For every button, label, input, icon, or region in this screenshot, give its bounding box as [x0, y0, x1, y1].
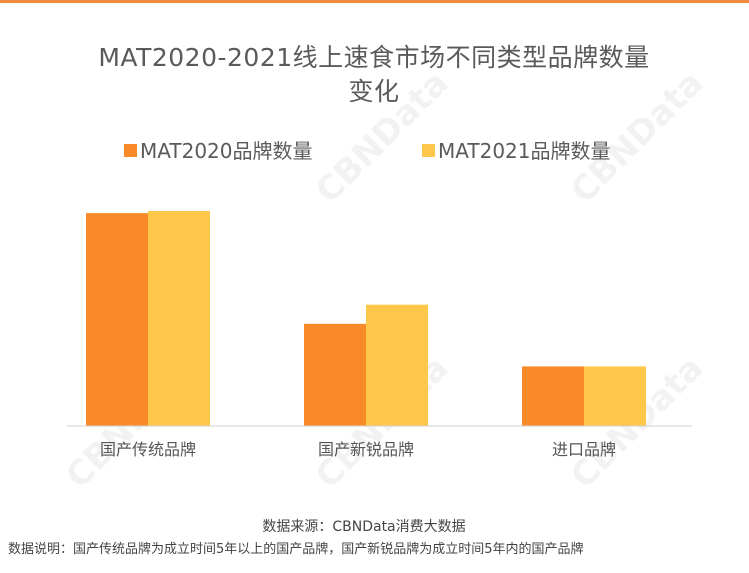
category-label-imported: 进口品牌 [552, 440, 616, 459]
legend-label-mat2020: MAT2020品牌数量 [140, 139, 313, 163]
category-label-emerging: 国产新锐品牌 [318, 440, 414, 459]
bars-group [86, 211, 646, 426]
top-accent-bar [0, 0, 749, 3]
chart-title-line-2: 变化 [348, 77, 399, 106]
legend-swatch-mat2021 [422, 144, 435, 157]
legend-swatch-mat2020 [124, 144, 137, 157]
bar-mat2021-0 [148, 211, 210, 426]
data-description-note: 数据说明：国产传统品牌为成立时间5年以上的国产品牌，国产新锐品牌为成立时间5年内… [8, 541, 584, 557]
chart-title-line-1: MAT2020-2021线上速食市场不同类型品牌数量 [98, 43, 649, 72]
bar-mat2020-2 [522, 366, 584, 426]
legend-label-mat2021: MAT2021品牌数量 [438, 139, 611, 163]
watermark-text: CBNData [563, 63, 711, 211]
bar-mat2021-1 [366, 304, 428, 426]
bar-mat2020-0 [86, 213, 148, 426]
bar-mat2021-2 [584, 366, 646, 426]
category-label-traditional: 国产传统品牌 [100, 440, 196, 459]
bar-mat2020-1 [304, 323, 366, 426]
data-source-note: 数据来源：CBNData消费大数据 [262, 519, 465, 535]
